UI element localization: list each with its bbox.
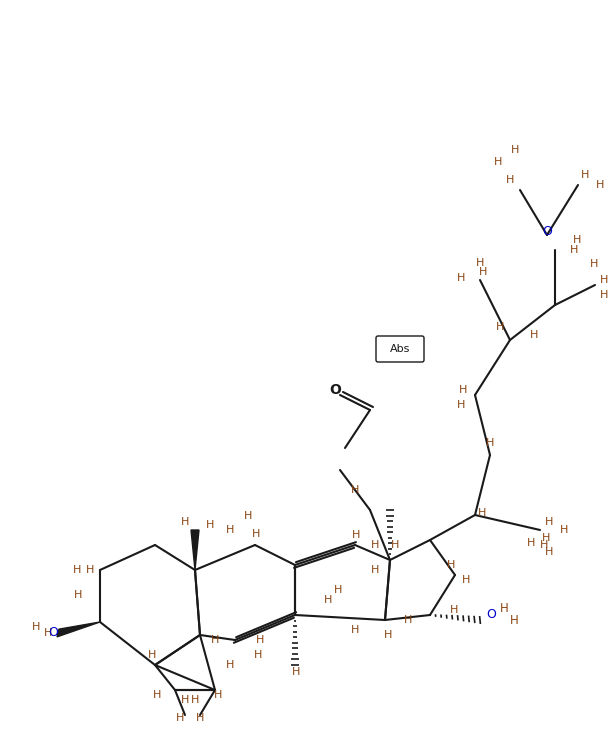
Text: H: H bbox=[211, 635, 219, 645]
Text: H: H bbox=[494, 157, 502, 167]
Text: H: H bbox=[527, 538, 536, 548]
Text: H: H bbox=[462, 575, 470, 585]
Text: H: H bbox=[181, 695, 189, 705]
Text: O: O bbox=[48, 627, 58, 639]
Text: Abs: Abs bbox=[390, 344, 410, 354]
Text: H: H bbox=[570, 245, 578, 255]
Text: H: H bbox=[506, 175, 514, 185]
Text: H: H bbox=[176, 713, 184, 723]
Text: H: H bbox=[511, 145, 519, 155]
Text: H: H bbox=[371, 540, 379, 550]
Polygon shape bbox=[191, 530, 199, 570]
Text: H: H bbox=[32, 622, 40, 632]
Text: H: H bbox=[73, 565, 81, 575]
Text: H: H bbox=[196, 713, 204, 723]
Text: H: H bbox=[148, 650, 156, 660]
Polygon shape bbox=[57, 622, 100, 637]
Text: H: H bbox=[256, 635, 264, 645]
Text: H: H bbox=[44, 628, 52, 638]
Text: H: H bbox=[486, 438, 494, 448]
Text: H: H bbox=[476, 258, 484, 268]
Text: H: H bbox=[226, 660, 234, 670]
Text: H: H bbox=[74, 590, 82, 600]
Text: H: H bbox=[457, 400, 465, 410]
Text: H: H bbox=[479, 267, 487, 277]
Text: H: H bbox=[478, 508, 486, 518]
Text: H: H bbox=[510, 613, 518, 627]
Text: H: H bbox=[500, 601, 509, 615]
Text: H: H bbox=[581, 170, 589, 180]
Text: H: H bbox=[371, 565, 379, 575]
Text: H: H bbox=[153, 690, 161, 700]
Text: H: H bbox=[459, 385, 467, 395]
Text: H: H bbox=[447, 560, 456, 570]
Text: H: H bbox=[226, 525, 234, 535]
Text: O: O bbox=[486, 609, 496, 621]
Text: H: H bbox=[181, 517, 189, 527]
Text: H: H bbox=[384, 630, 392, 640]
Text: H: H bbox=[351, 485, 359, 495]
Text: H: H bbox=[391, 540, 399, 550]
Text: H: H bbox=[214, 690, 222, 700]
Text: H: H bbox=[206, 520, 214, 530]
Text: H: H bbox=[252, 529, 260, 539]
Text: H: H bbox=[496, 322, 504, 332]
Text: H: H bbox=[292, 667, 300, 677]
Text: H: H bbox=[191, 695, 199, 705]
Text: H: H bbox=[334, 585, 342, 595]
Text: O: O bbox=[329, 383, 341, 397]
Text: H: H bbox=[573, 235, 581, 245]
Text: H: H bbox=[542, 533, 550, 543]
Text: H: H bbox=[404, 615, 412, 625]
Text: H: H bbox=[450, 605, 458, 615]
Text: H: H bbox=[596, 180, 604, 190]
Text: H: H bbox=[351, 625, 359, 635]
Text: H: H bbox=[324, 595, 332, 605]
Text: H: H bbox=[244, 511, 252, 521]
Text: O: O bbox=[542, 225, 552, 238]
Text: H: H bbox=[540, 540, 548, 550]
Text: H: H bbox=[545, 517, 553, 527]
Text: H: H bbox=[352, 530, 360, 540]
Text: H: H bbox=[254, 650, 262, 660]
Text: H: H bbox=[545, 547, 553, 557]
Text: H: H bbox=[590, 259, 598, 269]
Text: H: H bbox=[600, 275, 608, 285]
Text: H: H bbox=[560, 525, 569, 535]
Text: H: H bbox=[600, 290, 608, 300]
Text: H: H bbox=[530, 330, 539, 340]
FancyBboxPatch shape bbox=[376, 336, 424, 362]
Text: H: H bbox=[86, 565, 94, 575]
Text: H: H bbox=[457, 273, 465, 283]
